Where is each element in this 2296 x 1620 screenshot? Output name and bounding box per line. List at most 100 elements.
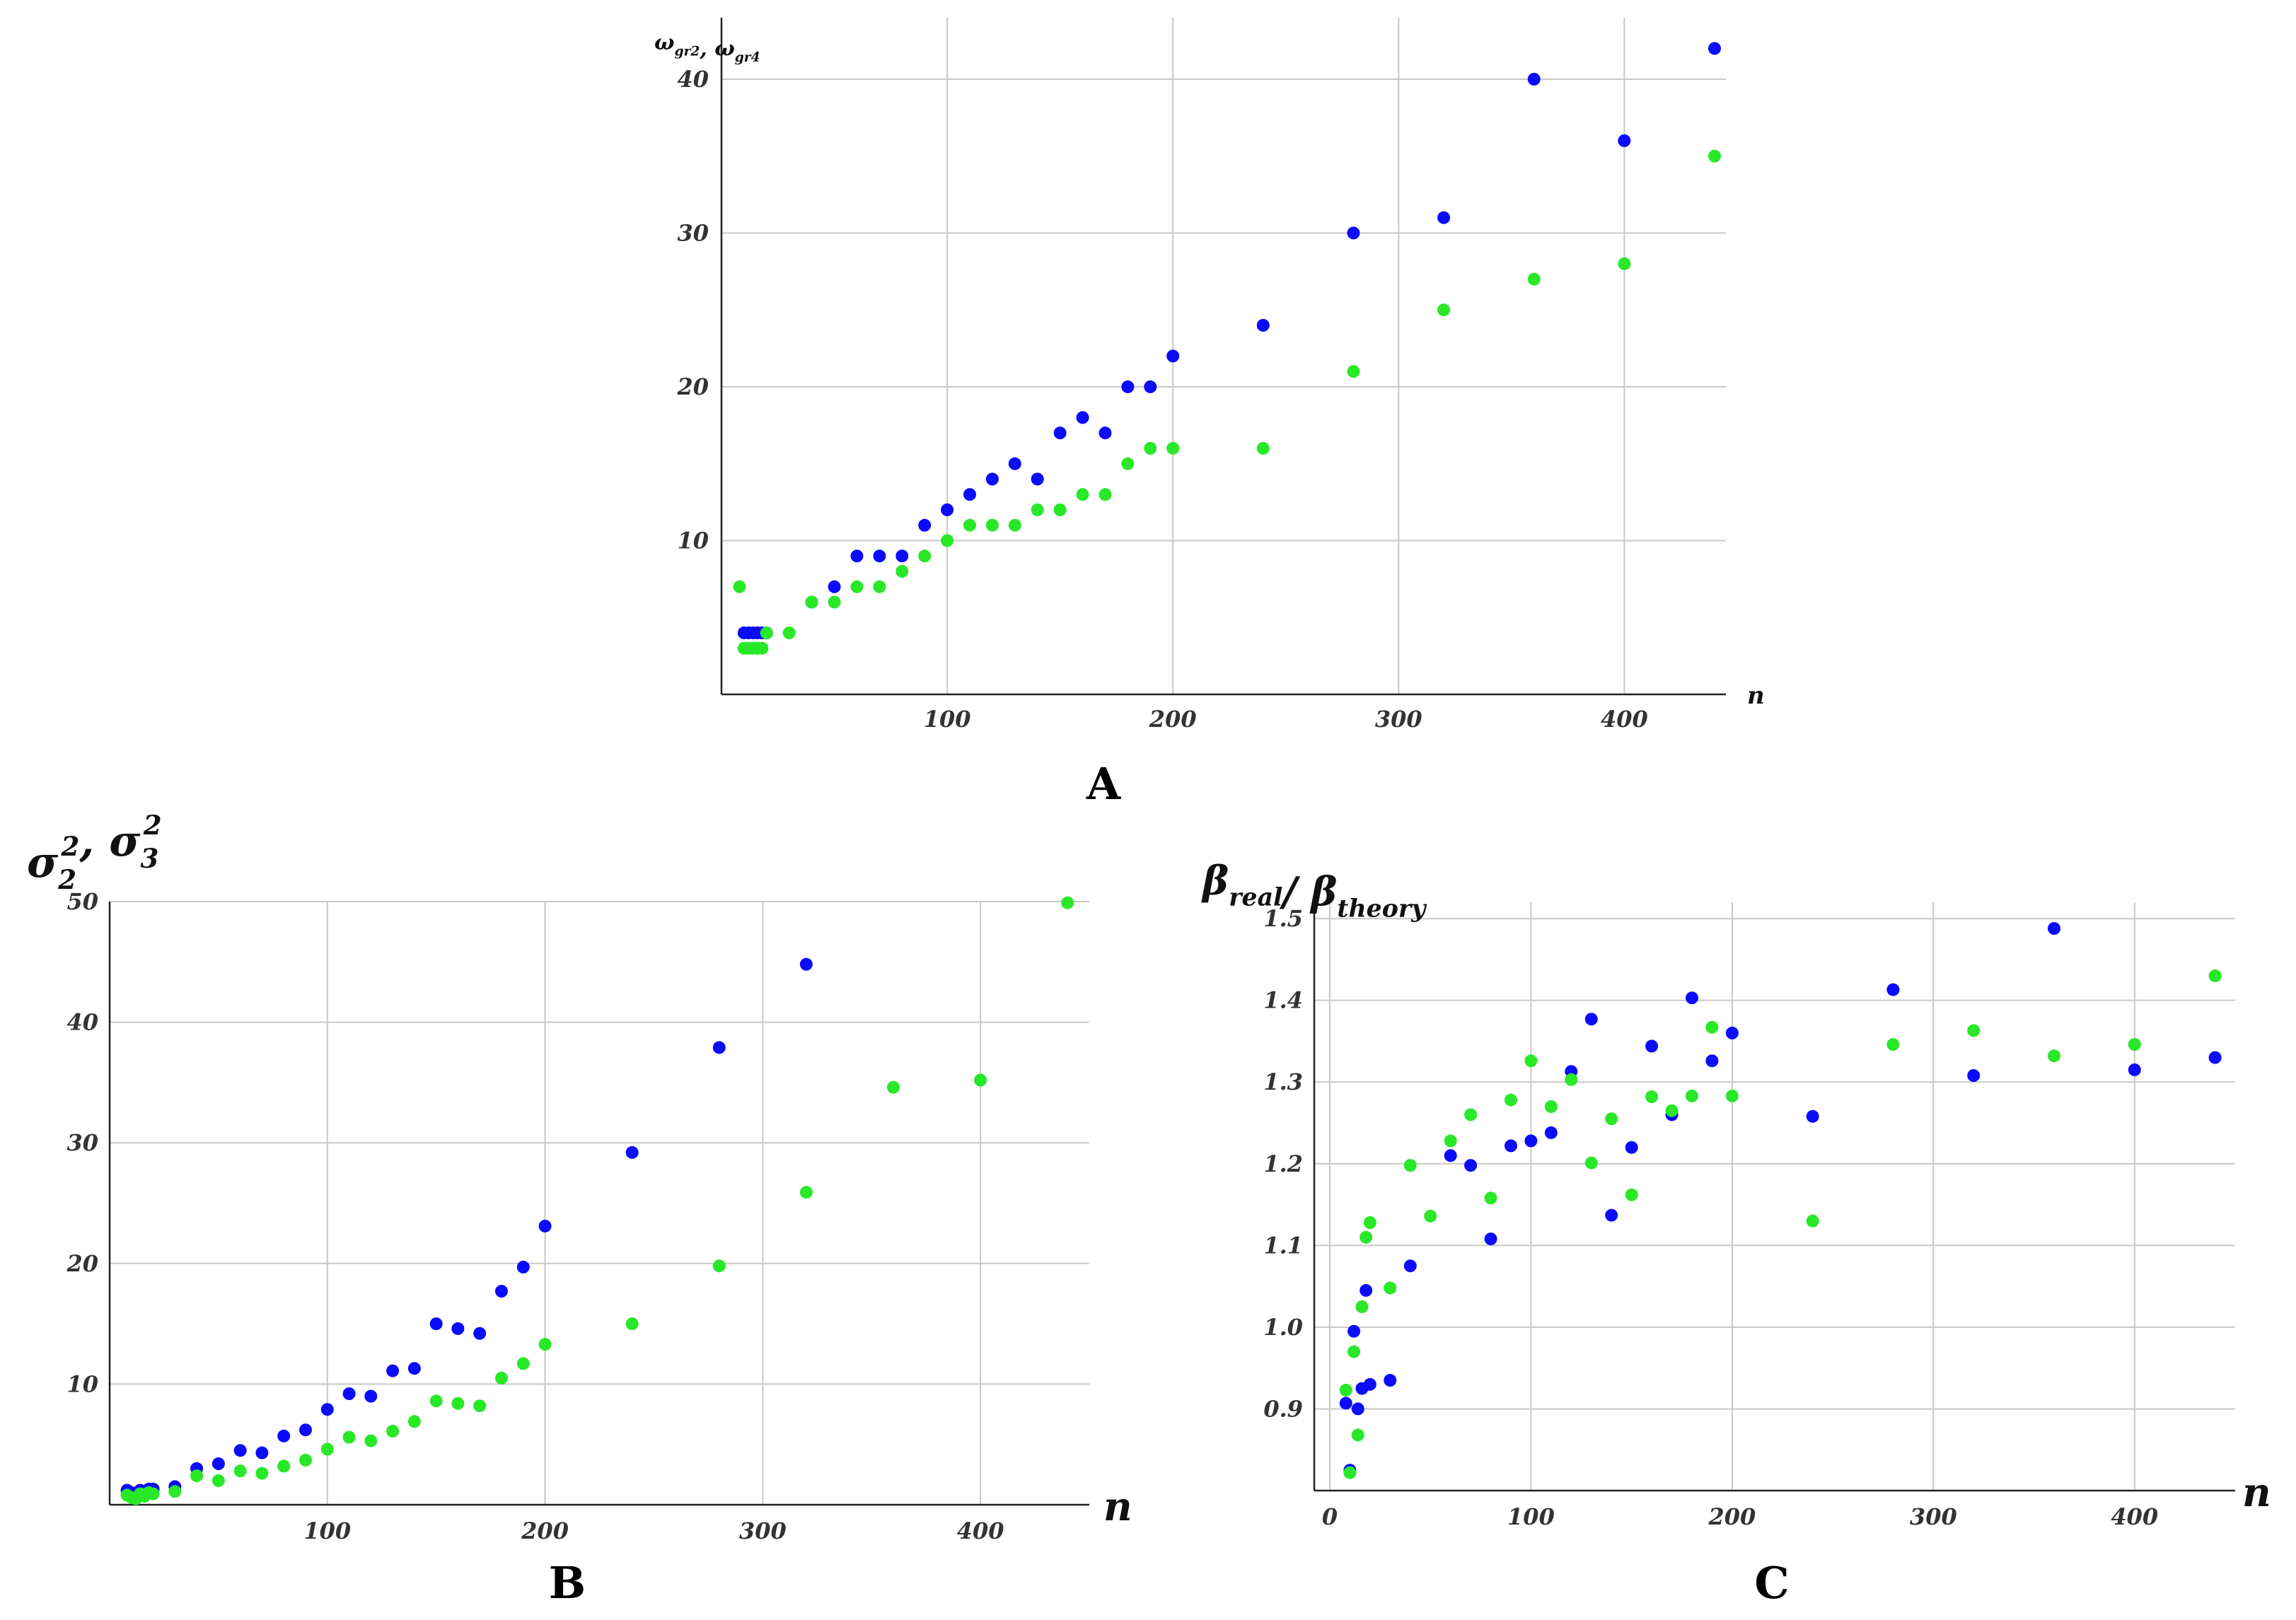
panel-c-series-1-point <box>1403 1259 1417 1273</box>
panel-a-y-axis-label: ωgr2, ωgr4 <box>654 30 760 65</box>
panel-c-series-2-point <box>1504 1093 1517 1107</box>
panel-c-series-2-point <box>1524 1054 1538 1068</box>
panel-a-series-1-point <box>895 549 909 563</box>
panel-b-series-2-point <box>887 1080 900 1094</box>
panel-b-series-2-point <box>255 1467 269 1480</box>
panel-a-series-2-point <box>963 518 976 532</box>
panel-c-series-2-point <box>1384 1281 1397 1295</box>
panel-a-series-1-point <box>1256 319 1270 332</box>
panel-c-series-2-point <box>2048 1049 2060 1063</box>
panel-c-series-1-point <box>2048 922 2060 935</box>
panel-b-x-axis-label: n <box>1103 1484 1132 1530</box>
panel-b-series-2-point <box>277 1459 291 1473</box>
panel-a-series-2-point <box>1256 442 1270 455</box>
panel-b-series-1-point <box>429 1317 443 1331</box>
panel-c-y-tick-label: 1.5 <box>1263 905 1303 932</box>
panel-a-series-2-point <box>895 565 909 578</box>
panel-b-series-2-point <box>211 1474 225 1487</box>
panel-b-grid <box>110 901 1089 1505</box>
panel-a-series-1-point <box>1008 457 1021 470</box>
panel-b-x-tick-label: 400 <box>957 1517 1004 1544</box>
panel-a-series-2-point <box>1053 503 1067 516</box>
panel-c-series-1-point <box>1605 1208 1618 1222</box>
panel-c-series-2-point <box>1725 1089 1739 1102</box>
panel-c-series-2-point <box>1347 1345 1361 1358</box>
panel-b-tick-labels: 100 200 300 400 10 20 30 40 50 <box>66 888 1004 1544</box>
panel-a-series-2-point <box>805 595 818 609</box>
panel-b-series-1-point <box>625 1146 639 1159</box>
panel-a-series-2-point <box>1527 272 1541 286</box>
panel-c-series-2-point <box>1625 1188 1638 1201</box>
panel-a-series-1-point <box>1076 411 1089 424</box>
panel-a-series-1-point <box>1347 226 1360 240</box>
panel-c-y-tick-label: 1.4 <box>1263 987 1303 1014</box>
panel-b-axes <box>108 902 1089 1506</box>
panel-b-series-2-point <box>342 1430 356 1444</box>
panel-a-letter: A <box>1086 758 1121 810</box>
panel-a-series-2-point <box>873 580 886 593</box>
panel-b-series-1-point <box>407 1362 421 1375</box>
panel-c-x-axis-label: n <box>2242 1469 2271 1516</box>
panel-b-series-1-point <box>364 1389 378 1403</box>
panel-a-series-2-point <box>1121 457 1135 470</box>
panel-b-series-1-point <box>495 1285 508 1298</box>
panel-c-y-tick-label: 1.3 <box>1263 1068 1303 1095</box>
panel-b-y-tick-label: 40 <box>66 1009 98 1036</box>
panel-c-series-1-point <box>1705 1054 1719 1068</box>
panel-c-x-tick-label: 0 <box>1322 1503 1338 1530</box>
panel-c-series-1-point <box>1544 1126 1558 1139</box>
panel-c-x-tick-label: 400 <box>2111 1503 2158 1530</box>
panel-c-axes <box>1313 902 2235 1492</box>
panel-b-series-2-point <box>168 1485 182 1498</box>
panel-b-series-1-point <box>233 1444 247 1457</box>
panel-c-series-2-point <box>2208 969 2222 982</box>
panel-c-series-2-point <box>1351 1428 1364 1442</box>
panel-c-series-1-point <box>1384 1374 1397 1387</box>
panel-c-series-1-point <box>1967 1069 1981 1082</box>
panel-b-series-1-point <box>320 1403 334 1416</box>
panel-a-points <box>733 42 1721 655</box>
panel-b-series-2-point <box>190 1469 204 1483</box>
panel-b-series-2-point <box>799 1186 813 1199</box>
panel-c-series-2-point <box>1705 1020 1719 1034</box>
panel-c-series-2-point <box>1967 1024 1981 1037</box>
panel-a-series-1-point <box>850 549 864 563</box>
panel-b-letter: B <box>549 1557 586 1609</box>
panel-b-series-1-point <box>712 1041 726 1054</box>
panel-b: 100 200 300 400 10 20 30 40 50 n σ22, σ32 B <box>27 810 1132 1609</box>
panel-a-x-tick-label: 100 <box>924 706 971 733</box>
panel-b-series-1-point <box>799 957 813 971</box>
panel-a-series-1-point <box>985 472 999 486</box>
panel-c-y-axis-label: βreal/ βtheory <box>1201 858 1427 923</box>
panel-b-series-2-point <box>386 1424 400 1438</box>
panel-c-x-tick-label: 300 <box>1910 1503 1957 1530</box>
panel-b-series-1-point <box>255 1446 269 1459</box>
panel-c-points <box>1339 922 2222 1479</box>
panel-c-series-2-point <box>1355 1300 1369 1313</box>
panel-c-series-1-point <box>1359 1283 1373 1297</box>
panel-b-x-tick-label: 300 <box>739 1517 787 1544</box>
panel-a-series-2-point <box>733 580 746 593</box>
panel-c-letter: C <box>1754 1557 1789 1609</box>
panel-a-x-tick-label: 400 <box>1601 706 1648 733</box>
panel-a-series-1-point <box>1166 349 1180 363</box>
panel-c-series-2-point <box>1403 1159 1417 1172</box>
panel-b-series-1-point <box>211 1457 225 1470</box>
panel-c-series-1-point <box>1464 1159 1478 1172</box>
panel-c-y-tick-label: 1.1 <box>1263 1232 1303 1259</box>
panel-a-series-2-point <box>1008 518 1021 532</box>
panel-c-series-2-point <box>1584 1156 1598 1170</box>
panel-c-series-1-point <box>1504 1139 1517 1153</box>
panel-a-y-tick-label: 10 <box>677 528 709 554</box>
panel-a-series-2-point <box>1347 365 1360 378</box>
panel-a-series-2-point <box>1076 488 1089 501</box>
panel-a-series-2-point <box>1098 488 1112 501</box>
panel-c-tick-labels: 0 100 200 300 400 0.9 1.0 1.1 1.2 1.3 1.4 1.5 <box>1263 905 2158 1530</box>
panel-c-grid <box>1314 902 2235 1491</box>
panel-b-series-1-point <box>277 1429 291 1443</box>
panel-a-x-tick-label: 300 <box>1375 706 1422 733</box>
panel-c-series-1-point <box>1444 1149 1457 1162</box>
panel-c-series-2-point <box>1544 1100 1558 1113</box>
panel-c-series-2-point <box>1806 1214 1819 1228</box>
panel-c-series-1-point <box>2128 1063 2141 1076</box>
